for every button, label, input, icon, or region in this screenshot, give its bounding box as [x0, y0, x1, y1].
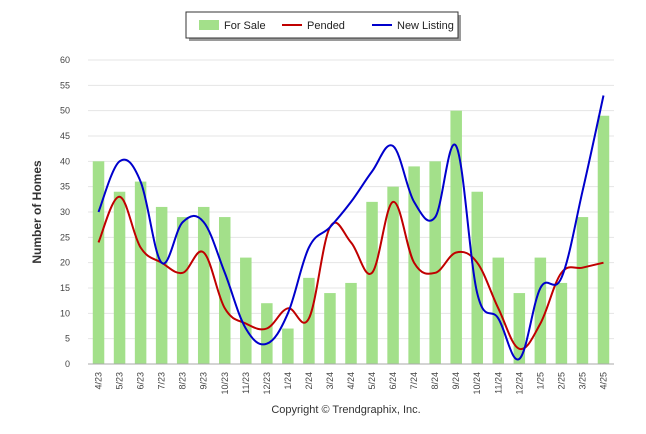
bar-for-sale [134, 181, 147, 364]
series-lines [97, 95, 605, 361]
bar-for-sale [576, 217, 589, 364]
bar-for-sale [471, 191, 483, 364]
x-tick-label: 11/24 [493, 372, 503, 394]
bar-for-sale [597, 115, 610, 364]
x-tick-label: 9/24 [451, 372, 461, 390]
x-tick-label: 4/25 [598, 372, 608, 390]
legend: For Sale Pended New Listing [185, 11, 461, 41]
y-tick-label: 45 [60, 131, 70, 141]
bar-for-sale [92, 161, 105, 364]
x-tick-label: 4/24 [346, 372, 356, 390]
bar-for-sale [282, 328, 294, 364]
y-tick-label: 20 [60, 258, 70, 268]
y-tick-label: 15 [60, 283, 70, 293]
y-tick-label: 5 [65, 334, 70, 344]
y-tick-label: 60 [60, 55, 70, 65]
bar-for-sale [408, 166, 420, 364]
x-tick-label: 6/24 [388, 372, 398, 390]
x-tick-label: 4/23 [94, 372, 104, 390]
line-pended [97, 195, 604, 351]
bar-for-sale [429, 161, 441, 364]
y-axis-ticks: 0 5 10 15 20 25 30 35 40 45 50 55 60 [60, 55, 70, 369]
x-tick-label: 3/25 [577, 372, 587, 390]
x-tick-label: 12/24 [514, 372, 524, 395]
y-tick-label: 50 [60, 106, 70, 116]
bar-for-sale [534, 257, 547, 364]
y-tick-label: 30 [60, 207, 70, 217]
x-tick-label: 10/24 [472, 372, 482, 395]
y-tick-label: 10 [60, 308, 70, 318]
y-tick-label: 40 [60, 156, 70, 166]
line-new-listing [97, 95, 605, 361]
bar-for-sale [450, 110, 462, 365]
grid-lines [88, 59, 614, 340]
x-tick-label: 5/23 [115, 372, 125, 390]
x-tick-label: 8/23 [178, 372, 188, 390]
bar-for-sale [261, 303, 273, 364]
y-tick-label: 0 [65, 359, 70, 369]
bar-for-sale [219, 217, 231, 364]
bar-for-sale [492, 257, 505, 364]
y-tick-label: 55 [60, 80, 70, 90]
legend-swatch-bar [199, 20, 219, 30]
x-tick-label: 2/25 [556, 372, 566, 390]
x-tick-label: 1/24 [283, 372, 293, 390]
x-tick-label: 9/23 [199, 372, 209, 390]
x-tick-label: 5/24 [367, 372, 377, 390]
x-tick-label: 12/23 [262, 372, 272, 395]
bar-for-sale [240, 257, 252, 364]
x-tick-label: 6/23 [136, 372, 146, 390]
bar-for-sale [324, 293, 336, 364]
bar-for-sale [155, 206, 168, 364]
bar-for-sale [366, 201, 378, 364]
copyright-text: Copyright © Trendgraphix, Inc. [271, 404, 420, 416]
bar-for-sale [513, 293, 526, 364]
x-axis-ticks: 4/23 5/23 6/23 7/23 8/23 9/23 10/23 11/23 12/23 1… [94, 372, 609, 395]
bar-for-sale [197, 206, 210, 364]
x-tick-label: 1/25 [535, 372, 545, 390]
x-tick-label: 10/23 [220, 372, 230, 395]
bar-for-sale [113, 191, 126, 364]
bar-for-sale [555, 282, 568, 364]
y-tick-label: 35 [60, 182, 70, 192]
x-tick-label: 7/24 [409, 372, 419, 390]
x-tick-label: 3/24 [325, 372, 335, 390]
legend-label: Pended [307, 20, 345, 32]
legend-label: New Listing [397, 20, 454, 32]
bar-for-sale [345, 282, 357, 364]
bars-for-sale [92, 110, 610, 365]
x-tick-label: 2/24 [304, 372, 314, 390]
bar-for-sale [387, 186, 399, 364]
y-axis-label: Number of Homes [30, 160, 44, 264]
x-tick-label: 8/24 [430, 372, 440, 390]
bar-for-sale [176, 217, 189, 364]
y-tick-label: 25 [60, 232, 70, 242]
legend-label: For Sale [224, 20, 266, 32]
bar-for-sale [303, 277, 315, 364]
x-tick-label: 11/23 [241, 372, 251, 394]
legend-box [185, 11, 459, 39]
x-tick-label: 7/23 [157, 372, 167, 390]
